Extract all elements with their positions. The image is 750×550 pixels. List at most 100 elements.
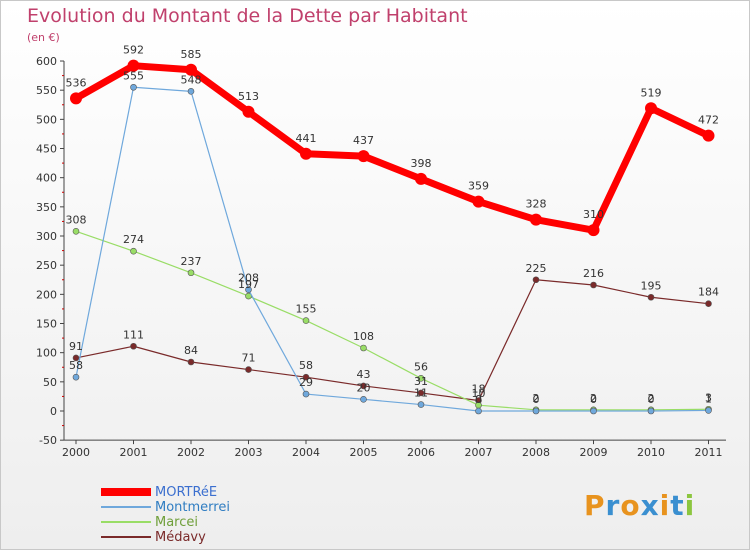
data-label: 0 <box>590 393 597 406</box>
data-point <box>360 382 367 390</box>
series-line-0 <box>74 62 711 234</box>
data-point <box>705 300 712 307</box>
data-point <box>127 59 140 72</box>
data-point <box>532 407 540 415</box>
data-label: 513 <box>238 90 259 103</box>
y-tick-label: -50 <box>39 434 57 447</box>
chart-title: Evolution du Montant de la Dette par Hab… <box>27 5 468 27</box>
series-line-3 <box>75 279 709 402</box>
data-label: 592 <box>123 44 144 57</box>
data-label: 31 <box>414 375 428 388</box>
data-label: 58 <box>299 359 313 372</box>
data-point <box>130 83 137 91</box>
data-point <box>187 88 195 95</box>
x-tick-label: 2002 <box>177 446 205 459</box>
data-point <box>70 92 82 105</box>
data-point <box>130 247 137 255</box>
y-tick-label: 350 <box>36 201 57 214</box>
data-point <box>242 105 255 118</box>
data-point <box>187 358 195 366</box>
data-point <box>415 172 427 185</box>
logo-letter: t <box>670 489 685 522</box>
data-point <box>702 129 715 142</box>
data-label: 308 <box>66 213 87 226</box>
data-label: 2 <box>590 392 597 405</box>
data-point <box>185 63 197 76</box>
series-line-2 <box>75 230 709 411</box>
data-label: 71 <box>242 352 256 365</box>
data-point <box>590 407 597 415</box>
x-tick-label: 2005 <box>350 446 378 459</box>
y-tick-label: 250 <box>36 259 57 272</box>
x-tick-label: 2010 <box>637 446 665 459</box>
data-point <box>357 150 370 163</box>
data-label: 29 <box>299 376 313 389</box>
data-label: 208 <box>238 272 259 285</box>
y-tick-label: 150 <box>36 318 57 331</box>
y-tick-label: 450 <box>36 143 57 156</box>
data-label: 1 <box>705 392 712 405</box>
data-point <box>530 213 542 226</box>
legend-label: MORTRéE <box>155 485 218 500</box>
data-label: 441 <box>296 132 317 145</box>
data-label: 536 <box>66 76 87 89</box>
data-point <box>130 342 137 350</box>
y-tick-label: 400 <box>36 172 57 185</box>
data-point <box>360 344 367 352</box>
data-point <box>647 293 655 301</box>
data-label: 0 <box>533 393 540 406</box>
legend-swatch <box>101 521 151 523</box>
x-tick-label: 2011 <box>695 446 723 459</box>
data-point <box>590 281 597 289</box>
data-label: 359 <box>468 180 489 193</box>
x-tick-label: 2003 <box>235 446 263 459</box>
logo-letter: r <box>605 489 621 522</box>
legend-swatch <box>101 506 151 508</box>
data-label: 310 <box>583 208 604 221</box>
data-label: 20 <box>357 381 371 394</box>
data-point <box>302 390 310 398</box>
data-label: 197 <box>238 278 259 291</box>
y-tick-label: 600 <box>36 55 57 68</box>
data-label: 155 <box>296 303 317 316</box>
data-label: 555 <box>123 69 144 82</box>
series-line-1 <box>75 86 709 412</box>
data-label: 2 <box>533 392 540 405</box>
data-point <box>302 373 310 381</box>
data-label: 237 <box>181 255 202 268</box>
y-tick-label: 0 <box>50 405 57 418</box>
x-tick-label: 2006 <box>407 446 435 459</box>
data-label: 437 <box>353 134 374 147</box>
x-tick-label: 2004 <box>292 446 320 459</box>
data-label: 195 <box>641 279 662 292</box>
data-label: 3 <box>705 391 712 404</box>
data-point <box>475 407 482 415</box>
data-label: 43 <box>357 368 371 381</box>
data-point <box>245 286 252 293</box>
legend-swatch <box>101 536 151 538</box>
data-label: 91 <box>69 340 83 353</box>
data-label: 58 <box>69 359 83 372</box>
data-label: 216 <box>583 267 604 280</box>
data-point <box>417 375 425 382</box>
y-tick-label: 50 <box>43 376 57 389</box>
data-label: 0 <box>475 393 482 406</box>
data-label: 519 <box>641 86 662 99</box>
x-tick-label: 2000 <box>62 446 90 459</box>
legend-label: Montmerrei <box>155 500 230 515</box>
proxiti-logo: Proxiti <box>584 489 695 522</box>
legend-swatch <box>101 488 151 496</box>
y-tick-label: 500 <box>36 113 57 126</box>
logo-letter: x <box>640 489 660 522</box>
data-label: 472 <box>698 114 719 127</box>
x-tick-label: 2008 <box>522 446 550 459</box>
data-point <box>417 389 425 397</box>
data-point <box>532 276 540 284</box>
data-label: 398 <box>411 157 432 170</box>
data-point <box>72 228 80 235</box>
data-point <box>647 407 655 415</box>
data-label: 585 <box>181 48 202 61</box>
legend-label: Médavy <box>155 530 206 545</box>
